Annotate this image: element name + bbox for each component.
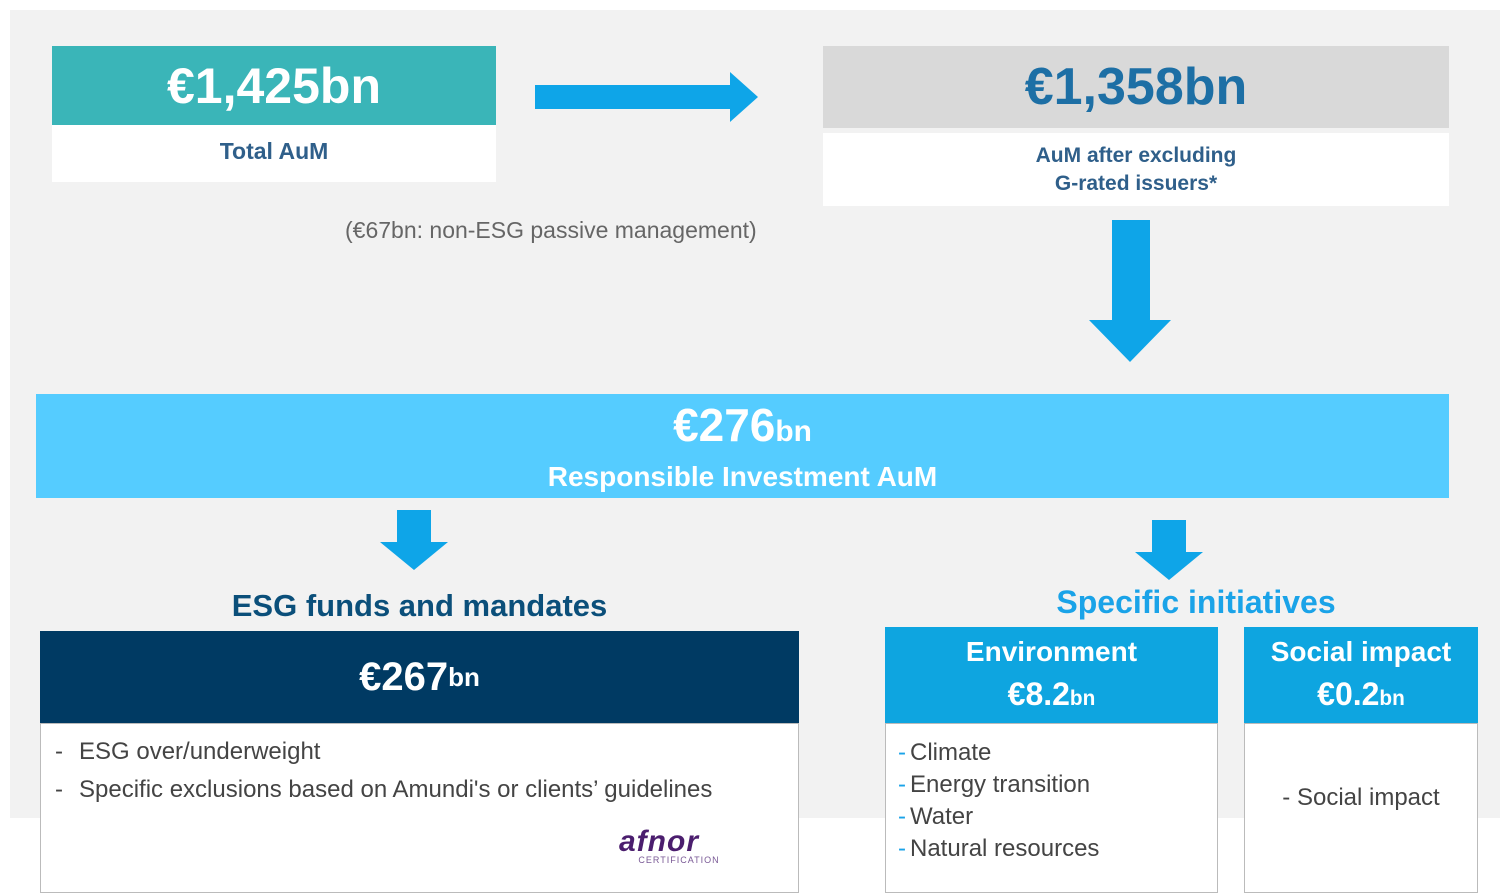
environment-details: ClimateEnergy transitionWaterNatural res… [885,723,1218,893]
responsible-amount: €276 [673,398,776,451]
unit: bn [1379,686,1405,710]
esg-item: Specific exclusions based on Amundi's or… [41,771,798,809]
initiative-item: Natural resources [898,833,1217,865]
unit: bn [775,414,812,448]
environment-amount: €8.2 [1007,675,1070,712]
initiative-item: Climate [898,737,1217,769]
responsible-label: Responsible Investment AuM [547,460,938,492]
esg-item: ESG over/underweight [41,733,798,771]
esg-amount-box: €267 bn [40,631,799,723]
arrow-down [380,510,448,570]
logo: afnor CERTIFICATION [594,825,724,866]
initiative-item: Energy transition [898,769,1217,801]
initiative-item: Water [898,801,1217,833]
label-line: G-rated issuers* [1054,171,1218,195]
label-line: AuM after excluding [1035,143,1237,167]
total-amount: €1,425bn [52,46,496,125]
esg-heading: ESG funds and mandates [231,588,608,623]
after-label: AuM after excluding G-rated issuers* [823,133,1449,206]
environment-title: Environment [965,635,1138,667]
after-amount: €1,358bn [823,46,1449,128]
arrow-down [1135,520,1203,580]
environment-box: Environment €8.2bn [885,627,1218,723]
logo-name: afnor [619,825,699,858]
passive-note: (€67bn: non-ESG passive management) [345,217,757,243]
initiatives-heading: Specific initiatives [1056,583,1336,620]
unit: bn [448,661,480,692]
initiative-item: Social impact [1282,784,1440,812]
esg-details: ESG over/underweightSpecific exclusions … [40,723,799,893]
responsible-box: €276bn Responsible Investment AuM [36,394,1449,498]
social-box: Social impact €0.2bn [1244,627,1478,723]
social-title: Social impact [1270,635,1452,667]
arrow-down [1089,220,1171,362]
arrow-right [535,72,758,122]
social-details: Social impact [1244,723,1478,893]
logo-sub: CERTIFICATION [638,855,720,865]
esg-amount: €267 [359,654,449,699]
unit: bn [1069,686,1096,710]
social-amount: €0.2 [1317,675,1380,712]
total-label: Total AuM [52,125,496,182]
